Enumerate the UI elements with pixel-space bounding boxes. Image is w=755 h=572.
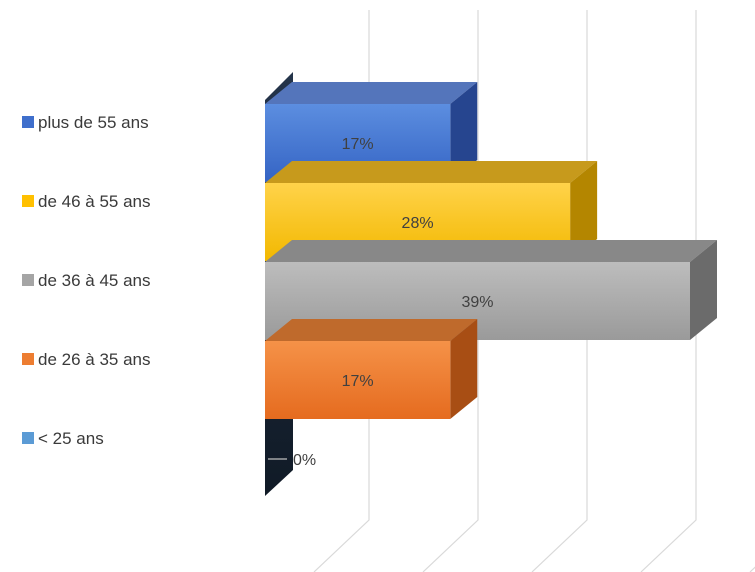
data-label: 17%: [342, 136, 374, 153]
bar-side-face: [450, 82, 478, 182]
legend-swatch: [22, 274, 34, 286]
legend-swatch: [22, 116, 34, 128]
data-label: 0%: [293, 452, 316, 469]
bar-4: [265, 319, 478, 419]
legend-swatch: [22, 195, 34, 207]
data-label: 28%: [402, 215, 434, 232]
legend-label: de 26 à 35 ans: [38, 350, 150, 369]
bar-3: [265, 240, 717, 340]
bar-side-face: [450, 319, 478, 419]
data-label: 39%: [461, 294, 493, 311]
bar-top-face: [265, 82, 478, 104]
legend-swatch: [22, 432, 34, 444]
bar-top-face: [265, 240, 717, 262]
legend-label: plus de 55 ans: [38, 113, 149, 132]
bar-top-face: [265, 319, 478, 341]
legend-label: < 25 ans: [38, 429, 104, 448]
bar-top-face: [265, 161, 598, 183]
legend-label: de 46 à 55 ans: [38, 192, 150, 211]
gridline: [640, 10, 697, 572]
data-labels: 17% 28% 39% 17% 0%: [268, 136, 494, 469]
bars: [265, 82, 717, 419]
legend-swatch: [22, 353, 34, 365]
data-label: 17%: [342, 373, 374, 390]
gridline: [749, 566, 755, 572]
legend-label: de 36 à 45 ans: [38, 271, 150, 290]
bar-front-face: [265, 341, 451, 419]
bar-side-face: [690, 240, 717, 340]
legend: plus de 55 ans de 46 à 55 ans de 36 à 45 a…: [22, 113, 150, 448]
bar-side-face: [570, 161, 598, 261]
